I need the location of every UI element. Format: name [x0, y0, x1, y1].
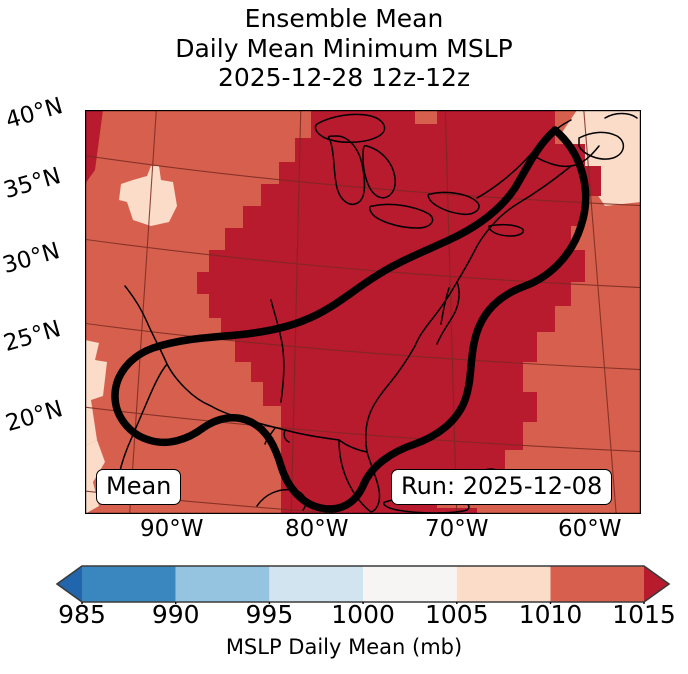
lat-tick-35n: 35°N — [0, 163, 64, 204]
title-line-3: 2025-12-28 12z-12z — [217, 63, 471, 92]
colorbar-band-990-995 — [175, 566, 270, 602]
colorbar-band-985-990 — [82, 566, 176, 602]
colorbar-tick-990: 990 — [151, 600, 200, 629]
mean-annotation-box: Mean — [96, 469, 182, 505]
colorbar-under-arrow — [57, 566, 82, 602]
lon-tick-90w: 90°W — [140, 516, 204, 542]
colorbar-tick-1005: 1005 — [424, 600, 489, 629]
colorbar[interactable]: 985 990 995 1000 1005 1010 1015 MSLP Dai… — [0, 560, 688, 674]
lon-tick-70w: 70°W — [425, 516, 489, 542]
lat-tick-30n: 30°N — [0, 238, 63, 279]
run-date-annotation-box: Run: 2025-12-08 — [391, 469, 613, 505]
field-band-1005-1010-plains — [119, 166, 177, 226]
colorbar-over-arrow — [644, 566, 669, 602]
colorbar-band-1010-1015 — [550, 566, 644, 602]
lon-tick-60w: 60°W — [558, 516, 622, 542]
lat-tick-20n: 20°N — [2, 396, 66, 437]
field-band-1010-1015-texas-notch — [181, 340, 281, 514]
colorbar-bands — [57, 566, 669, 602]
colorbar-svg — [55, 565, 671, 604]
colorbar-band-995-1000 — [269, 566, 364, 602]
lat-tick-25n: 25°N — [0, 316, 64, 357]
field-band-over1015-nw-corner — [85, 110, 103, 184]
title-line-1: Ensemble Mean — [244, 4, 444, 33]
colorbar-tick-1015: 1015 — [612, 600, 676, 629]
field-band-1010-1015-atlantic — [505, 250, 641, 514]
page-title: Ensemble Mean Daily Mean Minimum MSLP 20… — [0, 4, 688, 93]
colorbar-band-1005-1010 — [456, 566, 551, 602]
colorbar-band-1000-1005 — [363, 566, 457, 602]
colorbar-axis-label: MSLP Daily Mean (mb) — [225, 635, 463, 659]
lat-tick-40n: 40°N — [2, 93, 66, 134]
field-band-over-1015-gulf — [281, 406, 477, 514]
map-svg — [85, 110, 641, 514]
colorbar-tick-1010: 1010 — [518, 600, 583, 629]
title-line-2: Daily Mean Minimum MSLP — [175, 33, 513, 63]
colorbar-tick-1000: 1000 — [331, 600, 395, 629]
field-band-1005-1010-west — [85, 340, 107, 446]
lon-tick-80w: 80°W — [285, 516, 349, 542]
map-frame — [85, 110, 641, 514]
field-band-1005-1010-northeast — [561, 110, 641, 206]
field-band-1005-1010-sw — [85, 440, 105, 514]
colorbar-tick-marks — [81, 602, 645, 604]
map-panel[interactable] — [85, 110, 641, 514]
colorbar-tick-labels: 985 990 995 1000 1005 1010 1015 — [0, 600, 688, 634]
contour-1015mb — [111, 126, 590, 513]
colorbar-tick-985: 985 — [58, 600, 106, 629]
colorbar-tick-995: 995 — [245, 600, 294, 629]
